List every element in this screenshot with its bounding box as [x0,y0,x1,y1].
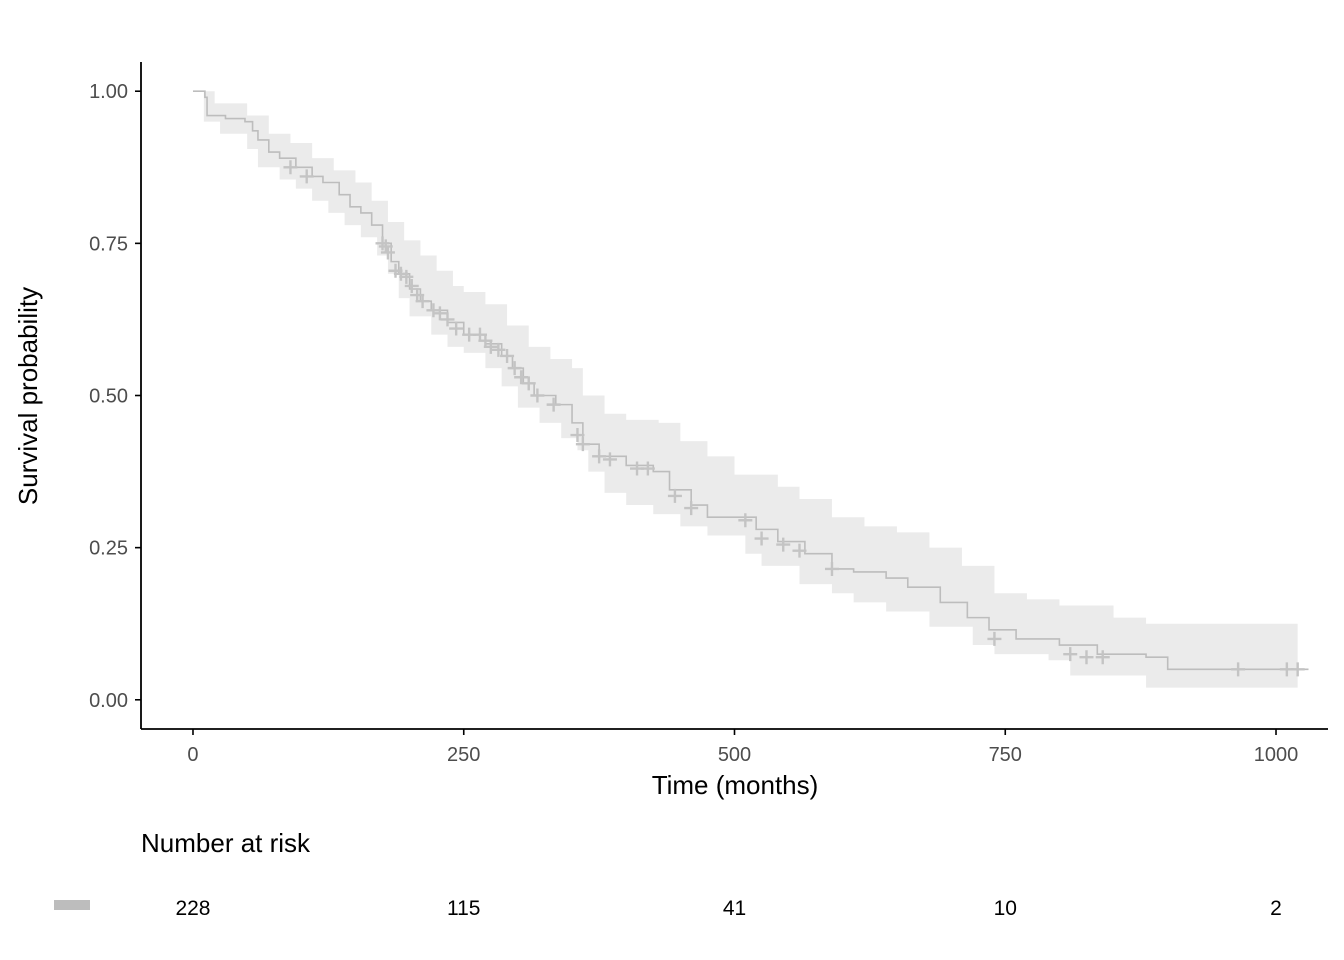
censor-marks [283,160,1305,677]
censor-mark [1231,662,1246,677]
y-axis-title: Survival probability [13,287,43,505]
censor-mark [299,169,314,184]
censor-mark [426,303,441,318]
y-tick-label: 1.00 [89,81,128,103]
censor-mark [507,361,522,376]
censor-mark [824,561,839,576]
censor-mark [592,449,607,464]
risk-count: 10 [994,897,1017,920]
x-tick-label: 750 [989,744,1022,766]
censor-mark [378,239,393,254]
risk-table: Number at risk 228 115 41 10 2 [54,828,1282,920]
risk-strata-key [54,900,90,910]
y-tick-label: 0.75 [89,233,128,255]
censor-mark [432,306,447,321]
censor-mark [449,321,464,336]
censor-mark [575,437,590,452]
censor-mark [415,294,430,309]
censor-mark [602,452,617,467]
risk-values: 228 115 41 10 2 [175,897,1281,920]
censor-mark [754,531,769,546]
censor-mark [375,236,390,251]
censor-mark [667,488,682,503]
x-axis-title: Time (months) [652,770,819,800]
risk-count: 2 [1270,897,1282,920]
survival-curve-line [192,90,1309,671]
x-axis-ticks: 0 250 500 750 1000 [187,729,1298,766]
censor-mark [1290,662,1305,677]
censor-mark [283,160,298,175]
censor-mark [491,342,506,357]
censor-mark [380,245,395,260]
censor-mark [1063,647,1078,662]
censor-mark [570,428,585,443]
censor-mark [1095,650,1110,665]
censor-mark [483,339,498,354]
risk-count: 115 [447,897,480,920]
censor-mark [500,348,515,363]
censor-mark [521,376,536,391]
confidence-band [192,91,1298,688]
censor-mark [440,312,455,327]
y-axis-ticks: 0.00 0.25 0.50 0.75 1.00 [89,81,141,712]
y-tick-label: 0.50 [89,386,128,408]
y-tick-label: 0.00 [89,690,128,712]
censor-mark [987,631,1002,646]
censor-mark [738,513,753,528]
censor-mark [399,269,414,284]
censor-mark [1079,650,1094,665]
risk-count: 228 [175,897,210,920]
censor-mark [640,461,655,476]
censor-mark [546,397,561,412]
y-tick-label: 0.25 [89,538,128,560]
x-tick-label: 1000 [1254,744,1299,766]
axes: 0.00 0.25 0.50 0.75 1.00 0 250 500 750 1000 [89,62,1328,766]
censor-mark [404,278,419,293]
risk-count: 41 [723,897,746,920]
x-tick-label: 250 [447,744,480,766]
censor-mark [776,537,791,552]
x-tick-label: 0 [187,744,198,766]
x-tick-label: 500 [718,744,751,766]
plot-area [192,90,1309,688]
censor-mark [530,388,545,403]
censor-mark [792,543,807,558]
censor-mark [684,501,699,516]
censor-mark [514,370,529,385]
risk-table-title: Number at risk [141,828,311,858]
